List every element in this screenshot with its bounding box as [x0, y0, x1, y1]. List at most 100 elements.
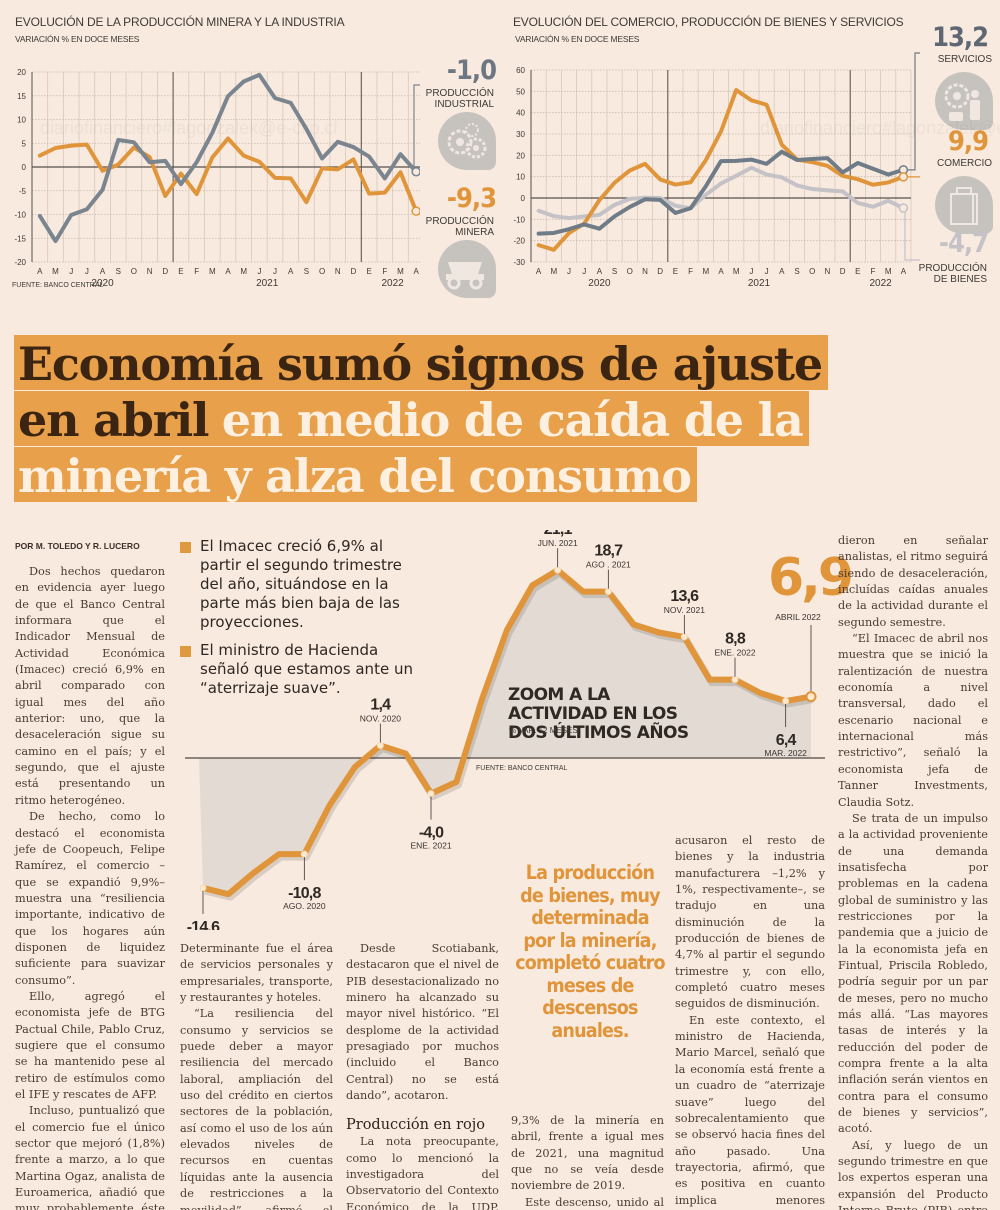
- series-end-marker: [898, 172, 909, 182]
- annotation-marker: [680, 633, 688, 641]
- x-tick-label: N: [335, 267, 341, 276]
- y-tick-label: 10: [516, 173, 525, 182]
- y-tick-label: -10: [14, 211, 26, 220]
- x-tick-label: M: [52, 267, 59, 276]
- x-tick-label: O: [809, 267, 815, 276]
- mining-truck-icon: [438, 240, 496, 298]
- annotation-value: 8,8: [725, 631, 746, 648]
- x-tick-label: J: [85, 267, 89, 276]
- chart1-source: FUENTE: BANCO CENTRAL: [12, 282, 104, 289]
- industrial-last-value: -1,0: [446, 55, 497, 86]
- x-tick-label: J: [582, 267, 586, 276]
- pullquote: La producción de bienes, muy determinada…: [515, 861, 665, 1042]
- services-last-value: 13,2: [932, 22, 989, 53]
- x-year-label: 2021: [748, 278, 771, 289]
- paragraph: De hecho, como lo destacó el economista …: [15, 810, 165, 987]
- leader-line: [903, 52, 920, 171]
- headline-line-3: minería y alza del consumo: [14, 447, 697, 503]
- zoom-chart-subtitle: % VAR. 12 MESES: [509, 726, 578, 735]
- annotation-value: 6,4: [776, 732, 797, 749]
- x-tick-label: J: [567, 267, 571, 276]
- x-tick-label: J: [749, 267, 753, 276]
- headline-line-2: en abril en medio de caída de la: [14, 391, 809, 447]
- section-heading-produccion: Producción en rojo: [346, 1117, 486, 1134]
- annotation-marker: [554, 566, 562, 574]
- article-column-1: Dos hechos quedaron en evidencia ayer lu…: [15, 564, 165, 1210]
- paragraph: Determinante fue el área de servicios pe…: [180, 942, 333, 1005]
- x-tick-label: A: [597, 267, 603, 276]
- paragraph: La nota preocupante, como lo mencionó la…: [346, 1135, 499, 1210]
- x-tick-label: J: [257, 267, 261, 276]
- y-tick-label: -20: [14, 258, 26, 267]
- y-tick-label: 5: [22, 139, 27, 148]
- x-tick-label: D: [351, 267, 357, 276]
- commerce-label: COMERCIO: [937, 158, 992, 169]
- annotation-marker: [300, 850, 308, 858]
- x-tick-label: S: [304, 267, 309, 276]
- goods-label: PRODUCCIÓN DE BIENES: [918, 263, 987, 285]
- y-tick-label: -30: [513, 258, 525, 267]
- leader-line: [903, 176, 920, 178]
- paragraph: Este descenso, unido al que: [525, 1195, 664, 1209]
- headline-line-1: Economía sumó signos de ajuste: [14, 335, 828, 391]
- paragraph: Desde Scotiabank, destacaron que el nive…: [346, 942, 499, 1103]
- bullet-text: El ministro de Hacienda señaló que estam…: [200, 641, 413, 697]
- paragraph: Ello, agregó el economista jefe de BTG P…: [15, 989, 165, 1101]
- annotation-date: JUN. 2021: [538, 538, 578, 548]
- y-tick-label: -5: [19, 187, 27, 196]
- x-tick-label: N: [642, 267, 648, 276]
- gears-icon: [438, 112, 496, 170]
- leader-line: [903, 207, 920, 261]
- goods-last-value: -4,7: [938, 228, 989, 259]
- watermark: diariofinanciero#lagonzalek@e-clip.cl: [40, 118, 338, 138]
- annotation-value: 13,6: [670, 588, 699, 605]
- y-tick-label: 20: [17, 68, 26, 77]
- x-tick-label: N: [825, 267, 831, 276]
- bullet-item: El ministro de Hacienda señaló que estam…: [180, 641, 420, 698]
- industrial-label: PRODUCCIÓN INDUSTRIAL: [425, 88, 494, 110]
- x-tick-label: A: [37, 267, 43, 276]
- annotation-marker: [199, 884, 207, 892]
- bullet-item: El Imacec creció 6,9% al partir el segun…: [180, 537, 420, 632]
- y-tick-label: 0: [22, 163, 27, 172]
- annotation-date: AGO . 2021: [586, 560, 631, 570]
- annotation-date: ENE. 2022: [714, 648, 755, 658]
- headline-part-3: en medio de caída de la: [221, 393, 804, 447]
- series-line-producci-n-minera: [37, 136, 419, 214]
- x-tick-label: D: [840, 267, 846, 276]
- annotation-marker: [376, 742, 384, 750]
- chart1-title: EVOLUCIÓN DE LA PRODUCCIÓN MINERA Y LA I…: [15, 15, 345, 29]
- headline-part-2: en abril: [18, 393, 209, 447]
- paragraph: Incluso, puntualizó que el comercio fue …: [15, 1104, 165, 1210]
- bullet-square-icon: [180, 646, 191, 657]
- mining-label: PRODUCCIÓN MINERA: [425, 216, 494, 238]
- x-tick-label: A: [225, 267, 231, 276]
- annotation-value: -4,0: [419, 825, 444, 842]
- x-tick-label: M: [209, 267, 216, 276]
- x-year-label: 2020: [588, 278, 611, 289]
- x-tick-label: E: [855, 267, 860, 276]
- annotation-value: 1,4: [370, 697, 391, 714]
- x-year-label: 2020: [91, 278, 114, 289]
- y-tick-label: 0: [521, 194, 526, 203]
- chart1-subtitle: VARIACIÓN % EN DOCE MESES: [15, 34, 140, 44]
- mining-last-value: -9,3: [446, 183, 497, 214]
- x-tick-label: J: [69, 267, 73, 276]
- x-tick-label: O: [131, 267, 137, 276]
- x-year-label: 2021: [256, 278, 279, 289]
- series-line-servicios: [536, 149, 906, 236]
- chart2-subtitle: VARIACIÓN % EN DOCE MESES: [515, 34, 640, 44]
- zoom-chart-source: FUENTE: BANCO CENTRAL: [476, 765, 568, 772]
- x-tick-label: O: [319, 267, 325, 276]
- annotation-value: 18,7: [594, 543, 623, 560]
- y-tick-label: -10: [513, 215, 525, 224]
- bullet-text: El Imacec creció 6,9% al partir el segun…: [200, 537, 402, 631]
- annotation-date: AGO. 2020: [283, 901, 326, 911]
- x-tick-label: M: [885, 267, 892, 276]
- y-tick-label: -20: [513, 237, 525, 246]
- x-tick-label: M: [702, 267, 709, 276]
- x-year-label: 2022: [382, 278, 405, 289]
- y-tick-label: 40: [516, 109, 525, 118]
- article-column-2: Determinante fue el área de servicios pe…: [180, 941, 333, 1210]
